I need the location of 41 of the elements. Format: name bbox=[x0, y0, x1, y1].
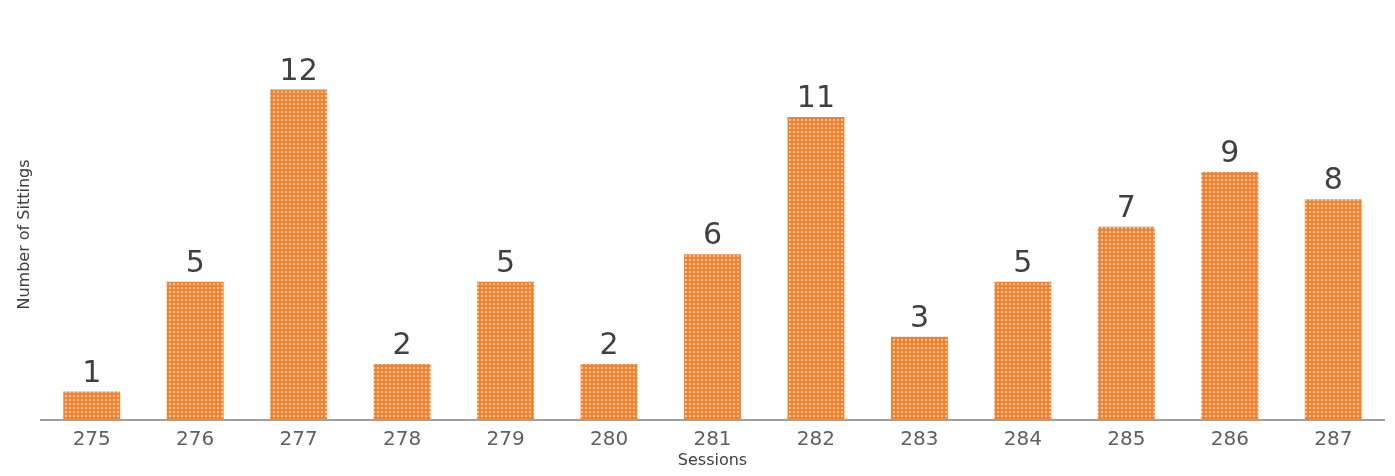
data-label: 3 bbox=[909, 298, 929, 334]
data-label: 1 bbox=[82, 353, 102, 389]
bar bbox=[373, 364, 431, 419]
data-label: 2 bbox=[392, 326, 412, 362]
x-tick-label: 282 bbox=[796, 426, 836, 450]
y-axis-title: Number of Sittings bbox=[13, 159, 33, 310]
bar bbox=[1304, 199, 1362, 419]
x-tick-label: 287 bbox=[1314, 426, 1353, 450]
data-label: 2 bbox=[599, 326, 619, 362]
x-tick-label: 284 bbox=[1003, 426, 1042, 450]
data-label: 12 bbox=[279, 51, 318, 87]
data-label: 8 bbox=[1323, 161, 1343, 197]
data-label: 7 bbox=[1116, 188, 1136, 224]
x-tick-label: 281 bbox=[693, 426, 732, 450]
bar bbox=[994, 281, 1052, 419]
x-tick-label: 278 bbox=[383, 426, 422, 450]
data-label: 5 bbox=[185, 243, 205, 279]
bar bbox=[1201, 171, 1259, 419]
bar bbox=[580, 364, 638, 419]
x-tick-label: 276 bbox=[176, 426, 215, 450]
x-tick-label: 283 bbox=[900, 426, 939, 450]
bar bbox=[477, 281, 535, 419]
x-tick-label: 279 bbox=[486, 426, 525, 450]
bar bbox=[166, 281, 224, 419]
x-tick-label: 275 bbox=[72, 426, 111, 450]
bar bbox=[270, 89, 328, 419]
x-tick-label: 285 bbox=[1107, 426, 1146, 450]
x-tick-label: 286 bbox=[1210, 426, 1249, 450]
data-label: 5 bbox=[496, 243, 516, 279]
x-tick-label: 280 bbox=[589, 426, 629, 450]
bar bbox=[63, 391, 121, 419]
data-label: 6 bbox=[702, 216, 723, 252]
bar bbox=[1097, 226, 1155, 419]
bar bbox=[684, 254, 741, 419]
bar bbox=[890, 336, 948, 419]
x-tick-label: 277 bbox=[279, 426, 318, 450]
data-label: 5 bbox=[1013, 243, 1033, 279]
data-label: 9 bbox=[1220, 133, 1240, 169]
x-axis-title: Sessions bbox=[677, 450, 748, 470]
bar bbox=[787, 116, 845, 419]
data-label: 11 bbox=[796, 78, 836, 114]
